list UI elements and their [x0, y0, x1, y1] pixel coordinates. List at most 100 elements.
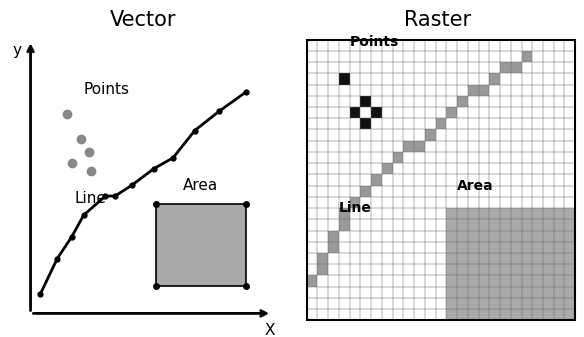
Bar: [554, 208, 565, 219]
Bar: [436, 118, 446, 129]
Bar: [468, 219, 478, 231]
Bar: [532, 309, 543, 320]
Bar: [565, 242, 575, 253]
Bar: [554, 242, 565, 253]
Text: Points: Points: [350, 35, 399, 49]
Bar: [489, 309, 500, 320]
Bar: [511, 309, 522, 320]
Bar: [500, 253, 511, 264]
Bar: [468, 85, 478, 96]
Bar: [457, 264, 468, 275]
Bar: [478, 298, 489, 309]
Bar: [446, 253, 457, 264]
Bar: [414, 141, 425, 152]
Bar: [543, 208, 554, 219]
Bar: [360, 118, 371, 129]
Bar: [522, 253, 532, 264]
Bar: [446, 287, 457, 298]
Bar: [457, 298, 468, 309]
Bar: [457, 309, 468, 320]
Bar: [478, 275, 489, 287]
Bar: [500, 242, 511, 253]
Bar: [478, 264, 489, 275]
Bar: [307, 275, 317, 287]
Bar: [339, 219, 350, 231]
Bar: [457, 275, 468, 287]
Bar: [468, 275, 478, 287]
Bar: [468, 242, 478, 253]
Bar: [446, 275, 457, 287]
Bar: [565, 231, 575, 242]
Bar: [468, 287, 478, 298]
Bar: [457, 219, 468, 231]
Bar: [371, 174, 382, 186]
Bar: [468, 253, 478, 264]
Bar: [457, 253, 468, 264]
Bar: [446, 298, 457, 309]
Text: y: y: [12, 43, 22, 58]
Bar: [446, 208, 457, 219]
Bar: [478, 287, 489, 298]
Bar: [565, 264, 575, 275]
Bar: [478, 85, 489, 96]
Bar: [543, 275, 554, 287]
Bar: [511, 219, 522, 231]
Bar: [489, 253, 500, 264]
Bar: [328, 242, 339, 253]
Bar: [339, 208, 350, 219]
Bar: [489, 73, 500, 85]
Bar: [532, 275, 543, 287]
Text: Area: Area: [183, 178, 218, 193]
Bar: [489, 287, 500, 298]
Bar: [511, 253, 522, 264]
Bar: [350, 107, 360, 118]
Bar: [457, 287, 468, 298]
Bar: [543, 242, 554, 253]
Bar: [532, 287, 543, 298]
Bar: [382, 163, 392, 174]
Bar: [543, 231, 554, 242]
Bar: [489, 242, 500, 253]
Bar: [554, 231, 565, 242]
Bar: [565, 298, 575, 309]
Bar: [532, 208, 543, 219]
Bar: [511, 264, 522, 275]
Bar: [565, 208, 575, 219]
Bar: [446, 231, 457, 242]
Bar: [156, 204, 245, 286]
Bar: [468, 264, 478, 275]
Bar: [360, 186, 371, 197]
Bar: [532, 264, 543, 275]
Bar: [511, 298, 522, 309]
Bar: [511, 287, 522, 298]
Bar: [489, 264, 500, 275]
Bar: [489, 208, 500, 219]
Bar: [500, 264, 511, 275]
Bar: [328, 231, 339, 242]
Bar: [511, 275, 522, 287]
Bar: [457, 231, 468, 242]
Text: X: X: [264, 323, 274, 337]
Text: Line: Line: [339, 201, 371, 215]
Bar: [543, 219, 554, 231]
Bar: [500, 309, 511, 320]
Bar: [468, 231, 478, 242]
Bar: [489, 219, 500, 231]
Bar: [360, 96, 371, 107]
Bar: [478, 309, 489, 320]
Bar: [500, 219, 511, 231]
Bar: [489, 231, 500, 242]
Bar: [532, 219, 543, 231]
Bar: [478, 208, 489, 219]
Bar: [500, 208, 511, 219]
Bar: [522, 298, 532, 309]
Bar: [457, 242, 468, 253]
Bar: [554, 253, 565, 264]
Bar: [522, 287, 532, 298]
Bar: [392, 152, 404, 163]
Bar: [446, 309, 457, 320]
Bar: [522, 309, 532, 320]
Bar: [446, 107, 457, 118]
Bar: [446, 219, 457, 231]
Bar: [522, 264, 532, 275]
